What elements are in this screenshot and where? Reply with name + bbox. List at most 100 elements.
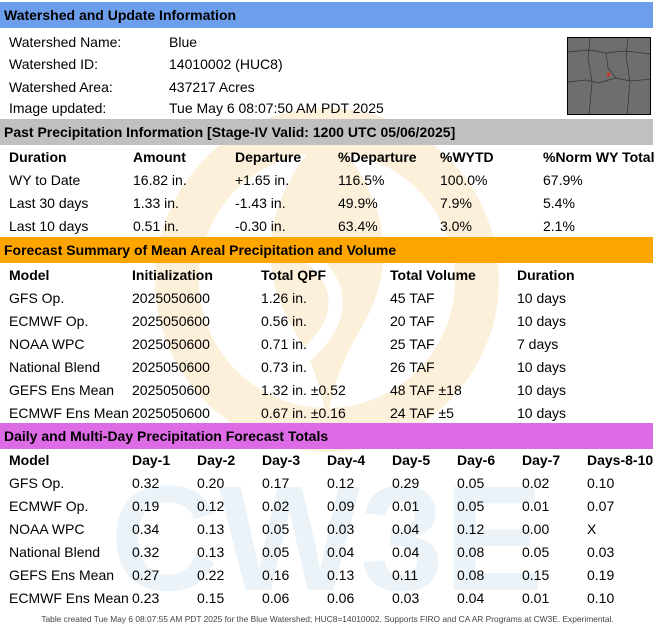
table-cell: 0.06	[262, 590, 290, 606]
table-cell: 0.12	[197, 498, 225, 514]
info-value: Tue May 6 08:07:50 AM PDT 2025	[169, 100, 384, 116]
table-cell: -0.30 in.	[235, 218, 286, 234]
table-header-row: Model Day-1 Day-2 Day-3 Day-4 Day-5 Day-…	[0, 449, 655, 472]
table-cell: 0.32	[132, 544, 160, 560]
table-cell: 0.08	[457, 567, 485, 583]
table-cell: 0.73 in.	[261, 359, 307, 375]
table-cell: 10 days	[517, 382, 567, 398]
table-row: National Blend 0.32 0.13 0.05 0.04 0.04 …	[0, 541, 655, 564]
table-cell: 2.1%	[543, 218, 575, 234]
table-cell: 2025050600	[132, 336, 210, 352]
table-cell: 100.0%	[440, 172, 488, 188]
table-cell: 16.82 in.	[133, 172, 187, 188]
past-precip-header: Past Precipitation Information [Stage-IV…	[0, 119, 653, 145]
table-cell: 0.67 in. ±0.16	[261, 405, 346, 421]
table-cell: 0.27	[132, 567, 160, 583]
table-cell: 0.03	[392, 590, 420, 606]
table-cell: 0.05	[262, 521, 290, 537]
table-cell: 7 days	[517, 336, 559, 352]
table-cell: 0.51 in.	[133, 218, 179, 234]
table-cell: ECMWF Ens Mean	[9, 590, 129, 606]
table-cell: 0.05	[457, 475, 485, 491]
table-cell: 0.04	[457, 590, 485, 606]
table-cell: 10 days	[517, 359, 567, 375]
table-cell: 24 TAF ±5	[390, 405, 454, 421]
table-row: GFS Op. 2025050600 1.26 in. 45 TAF 10 da…	[0, 287, 655, 310]
table-cell: 0.05	[457, 498, 485, 514]
table-cell: GFS Op.	[9, 475, 65, 491]
table-cell: 0.13	[197, 544, 225, 560]
table-cell: 0.71 in.	[261, 336, 307, 352]
column-header: Day-1	[132, 452, 171, 468]
table-cell: 0.20	[197, 475, 225, 491]
table-cell: GEFS Ens Mean	[9, 382, 115, 398]
footer-note: Table created Tue May 6 08:07:55 AM PDT …	[41, 614, 614, 624]
column-header: Day-6	[457, 452, 496, 468]
table-cell: 0.07	[587, 498, 615, 514]
table-cell: 0.08	[457, 544, 485, 560]
table-cell: GEFS Ens Mean	[9, 567, 115, 583]
table-cell: 0.10	[587, 475, 615, 491]
column-header: Days-8-10	[587, 452, 654, 468]
column-header: %Departure	[338, 149, 417, 165]
column-header: Day-4	[327, 452, 366, 468]
table-cell: 0.56 in.	[261, 313, 307, 329]
table-cell: 0.01	[392, 498, 420, 514]
table-cell: 2025050600	[132, 359, 210, 375]
table-cell: 49.9%	[338, 195, 378, 211]
table-cell: 0.19	[587, 567, 615, 583]
table-cell: 0.15	[197, 590, 225, 606]
column-header: Day-2	[197, 452, 236, 468]
table-row: ECMWF Ens Mean 2025050600 0.67 in. ±0.16…	[0, 402, 655, 425]
table-cell: 67.9%	[543, 172, 583, 188]
table-header-row: Duration Amount Departure %Departure %WY…	[0, 146, 655, 169]
table-row: National Blend 2025050600 0.73 in. 26 TA…	[0, 356, 655, 379]
table-row: ECMWF Ens Mean 0.23 0.15 0.06 0.06 0.03 …	[0, 587, 655, 610]
daily-totals-header: Daily and Multi-Day Precipitation Foreca…	[0, 423, 653, 449]
table-cell: 0.02	[262, 498, 290, 514]
table-cell: 20 TAF	[390, 313, 435, 329]
daily-totals-table: Model Day-1 Day-2 Day-3 Day-4 Day-5 Day-…	[0, 449, 655, 610]
table-cell: 63.4%	[338, 218, 378, 234]
forecast-summary-table: Model Initialization Total QPF Total Vol…	[0, 264, 655, 425]
table-cell: 25 TAF	[390, 336, 435, 352]
column-header: Initialization	[132, 267, 213, 283]
table-cell: ECMWF Op.	[9, 313, 89, 329]
table-cell: 7.9%	[440, 195, 472, 211]
table-cell: 0.03	[327, 521, 355, 537]
table-cell: 0.13	[197, 521, 225, 537]
table-row: WY to Date 16.82 in. +1.65 in. 116.5% 10…	[0, 169, 655, 192]
table-cell: NOAA WPC	[9, 336, 85, 352]
table-cell: ECMWF Op.	[9, 498, 89, 514]
table-row: NOAA WPC 0.34 0.13 0.05 0.03 0.04 0.12 0…	[0, 518, 655, 541]
column-header: Day-5	[392, 452, 431, 468]
table-cell: 0.10	[587, 590, 615, 606]
table-cell: 45 TAF	[390, 290, 435, 306]
info-label: Watershed Area:	[9, 79, 113, 95]
table-cell: National Blend	[9, 544, 101, 560]
table-cell: 0.22	[197, 567, 225, 583]
watershed-location-map	[567, 37, 651, 115]
table-cell: 0.17	[262, 475, 290, 491]
table-cell: WY to Date	[9, 172, 81, 188]
table-row: ECMWF Op. 0.19 0.12 0.02 0.09 0.01 0.05 …	[0, 495, 655, 518]
table-row: Last 30 days 1.33 in. -1.43 in. 49.9% 7.…	[0, 192, 655, 215]
info-value: 14010002 (HUC8)	[169, 56, 283, 72]
table-cell: 116.5%	[338, 172, 385, 188]
table-cell: 0.15	[522, 567, 550, 583]
info-label: Image updated:	[9, 100, 107, 116]
table-cell: 1.33 in.	[133, 195, 179, 211]
column-header: Total Volume	[390, 267, 476, 283]
column-header: Total QPF	[261, 267, 327, 283]
table-cell: 0.11	[392, 567, 419, 583]
table-cell: 10 days	[517, 290, 567, 306]
past-precip-table: Duration Amount Departure %Departure %WY…	[0, 146, 655, 238]
column-header: Model	[9, 267, 50, 283]
column-header: Model	[9, 452, 50, 468]
map-icon	[568, 38, 650, 114]
table-cell: 0.03	[587, 544, 615, 560]
table-cell: X	[587, 521, 597, 537]
forecast-summary-header: Forecast Summary of Mean Areal Precipita…	[0, 237, 653, 263]
table-cell: 0.13	[327, 567, 355, 583]
